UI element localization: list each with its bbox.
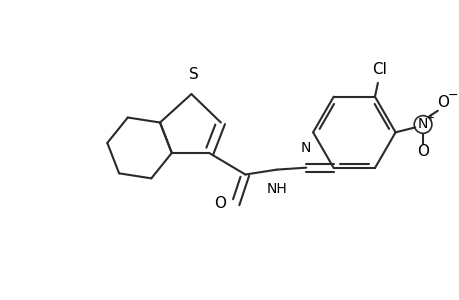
Text: −: − <box>446 88 457 101</box>
Text: O: O <box>436 95 448 110</box>
Text: +: + <box>425 112 433 123</box>
Text: N: N <box>300 141 311 155</box>
Text: O: O <box>213 196 225 211</box>
Text: O: O <box>416 145 428 160</box>
Text: N: N <box>417 118 427 131</box>
Text: S: S <box>188 67 198 82</box>
Text: Cl: Cl <box>372 62 386 77</box>
Text: NH: NH <box>266 182 286 197</box>
